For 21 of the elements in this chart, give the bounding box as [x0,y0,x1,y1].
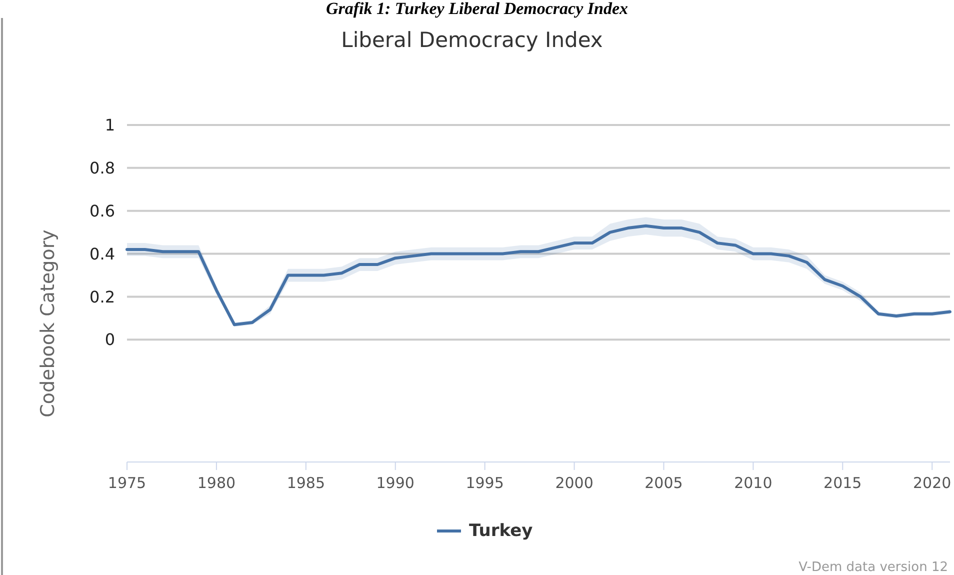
y-tick-label: 0.8 [90,158,115,178]
x-tick-label: 2010 [734,474,772,492]
x-tick-label: 1985 [286,474,326,492]
y-tick-label: 0 [104,330,115,350]
x-tick-label: 2015 [824,474,862,492]
x-tick-label: 1975 [108,474,146,492]
x-tick-label: 2020 [913,474,952,492]
legend-label: Turkey [469,521,533,541]
y-axis-title: Codebook Category [37,230,59,418]
y-tick-label: 0.6 [90,201,115,220]
x-tick-label: 1980 [197,474,236,492]
y-tick-label: 0.2 [90,287,115,306]
x-tick-label: 1990 [376,474,414,492]
text: V-Dem data version 12 [798,560,948,575]
x-tick-label: 1995 [466,474,504,492]
x-tick-label: 2005 [644,474,683,492]
x-tick-label: 2000 [555,474,594,492]
y-tick-label: 1 [104,116,115,135]
y-tick-label: 0.4 [90,244,115,264]
text: Grafik 1: Turkey Liberal Democracy Index [326,0,628,18]
chart-title: Liberal Democracy Index [341,28,603,52]
